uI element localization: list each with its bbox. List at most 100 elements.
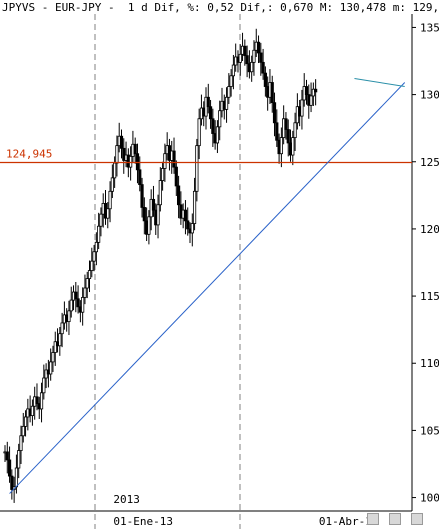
candle-body <box>161 168 165 181</box>
candle-body <box>163 153 167 169</box>
candle-body <box>67 310 71 323</box>
candle-body <box>231 64 236 77</box>
candle-body <box>261 61 265 74</box>
candle-body <box>7 459 12 477</box>
y-tick-label: 105 <box>420 424 439 437</box>
candle-body <box>250 61 254 73</box>
candle-body <box>21 425 25 437</box>
candle-body <box>97 225 101 243</box>
candle-body <box>69 299 73 312</box>
candle-body <box>151 198 156 211</box>
candle-body <box>192 190 197 224</box>
candle-body <box>110 177 114 192</box>
candle-body <box>300 99 304 117</box>
chart-title: JPYVS - EUR-JPY - 1 d Dif, %: 0,52 Dif,:… <box>2 1 439 14</box>
candle-body <box>286 129 290 144</box>
candle-body <box>314 88 318 93</box>
candle-body <box>197 118 201 147</box>
y-tick-label: 110 <box>420 357 439 370</box>
candle-body <box>129 155 133 168</box>
candle-body <box>291 137 295 156</box>
candle-body <box>60 322 64 335</box>
candle-body <box>58 333 62 347</box>
trendline-support[interactable] <box>9 82 406 494</box>
candle-body <box>119 135 124 149</box>
candle-body <box>284 118 288 130</box>
candle-body <box>218 110 222 128</box>
candle-body <box>19 435 23 451</box>
trendline-resistance[interactable] <box>354 77 405 88</box>
x-axis-label: 01-Ene-13 <box>113 515 173 528</box>
candle-body <box>275 122 279 141</box>
candle-body <box>94 241 98 253</box>
candle-body <box>30 405 35 417</box>
candle-body <box>87 270 92 280</box>
candle-body <box>186 220 190 230</box>
candle-body <box>156 204 160 226</box>
candle-body <box>83 287 87 298</box>
print-icon[interactable] <box>367 513 379 525</box>
candle-body <box>5 451 9 461</box>
candle-body <box>90 260 94 271</box>
candle-body <box>122 147 126 161</box>
candle-body <box>259 52 263 63</box>
candle-body <box>183 209 188 222</box>
candle-body <box>176 185 181 206</box>
candle-body <box>142 207 146 222</box>
candle-body <box>206 96 210 108</box>
level-line-label: 124,945 <box>6 147 52 160</box>
save-icon[interactable] <box>389 513 401 525</box>
candle-body <box>270 82 274 104</box>
candle-body <box>10 475 14 490</box>
candle-body <box>147 216 151 235</box>
candle-body <box>195 145 199 192</box>
candle-body <box>140 184 144 208</box>
candle-body <box>115 145 119 164</box>
candle-body <box>211 118 215 134</box>
candle-body <box>113 162 117 179</box>
settings-icon[interactable] <box>411 513 423 525</box>
candle-body <box>53 341 57 353</box>
candle-body <box>49 361 53 375</box>
candle-body <box>76 298 80 308</box>
x-axis-label: 2013 <box>113 493 139 506</box>
candle-body <box>215 126 220 144</box>
candle-body <box>263 72 267 87</box>
candle-body <box>229 75 233 87</box>
candle-body <box>108 190 112 210</box>
candle-body <box>106 208 110 219</box>
candle-body <box>23 416 28 427</box>
candle-body <box>227 86 231 98</box>
candle-body <box>174 166 178 187</box>
candle-body <box>92 251 96 262</box>
y-tick-label: 115 <box>420 290 439 303</box>
candle-body <box>51 352 55 363</box>
candle-body <box>190 223 194 234</box>
y-tick-label: 100 <box>420 492 439 505</box>
candle-body <box>309 95 313 106</box>
candle-body <box>311 88 315 97</box>
y-tick-label: 135 <box>420 21 439 34</box>
y-tick-label: 125 <box>420 156 439 169</box>
candle-body <box>85 278 89 289</box>
candle-body <box>252 49 256 63</box>
candle-body <box>238 53 242 63</box>
candle-body <box>133 143 137 155</box>
candle-body <box>135 153 140 171</box>
candle-body <box>304 86 309 95</box>
candle-body <box>74 291 78 300</box>
candle-body <box>17 450 21 469</box>
x-axis-label: 01-Abr-13 <box>319 515 379 528</box>
candle-body <box>245 55 249 65</box>
y-tick-label: 120 <box>420 223 439 236</box>
candle-body <box>208 106 213 120</box>
candle-body <box>243 45 247 57</box>
y-tick-label: 130 <box>420 89 439 102</box>
candle-body <box>39 392 44 410</box>
candle-body <box>272 102 277 124</box>
candle-body <box>14 467 19 488</box>
candle-body <box>99 213 103 227</box>
candle-body <box>35 396 39 404</box>
candle-body <box>256 41 261 54</box>
